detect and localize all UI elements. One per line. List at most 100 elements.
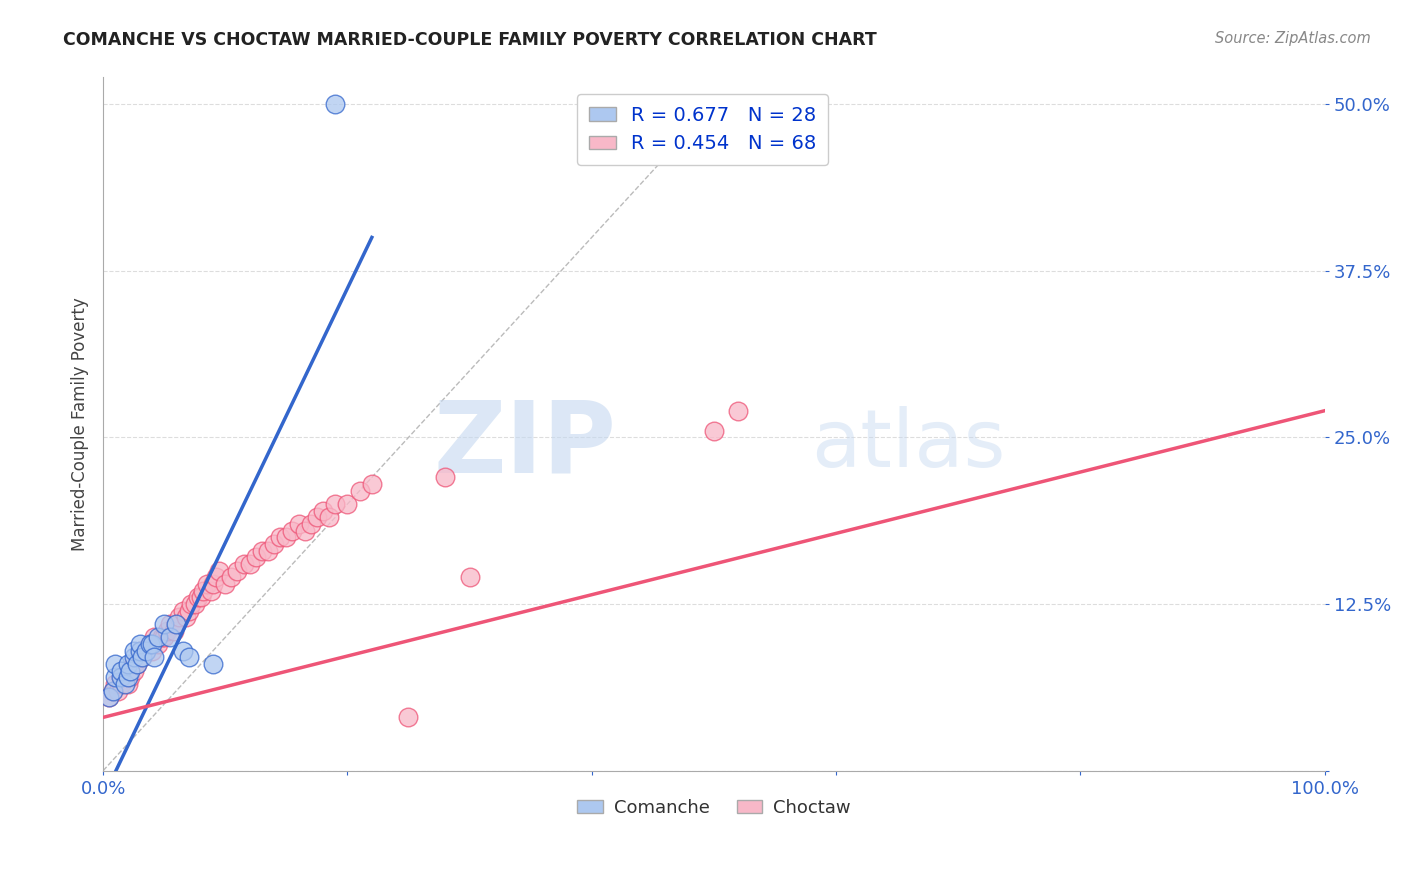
Point — [122, 664, 145, 678]
Point — [360, 477, 382, 491]
Point — [180, 597, 202, 611]
Point — [177, 650, 200, 665]
Point — [208, 564, 231, 578]
Point — [135, 643, 157, 657]
Point — [174, 610, 197, 624]
Point — [336, 497, 359, 511]
Point — [323, 497, 346, 511]
Point — [101, 683, 124, 698]
Point — [269, 530, 291, 544]
Point — [159, 631, 181, 645]
Point — [245, 550, 267, 565]
Point — [204, 570, 226, 584]
Point — [117, 677, 139, 691]
Point — [110, 670, 132, 684]
Point — [202, 657, 225, 671]
Point — [127, 657, 149, 671]
Point — [318, 510, 340, 524]
Point — [127, 657, 149, 671]
Point — [221, 570, 243, 584]
Point — [193, 583, 215, 598]
Point — [122, 650, 145, 665]
Point — [143, 631, 166, 645]
Point — [281, 524, 304, 538]
Point — [117, 664, 139, 678]
Point — [184, 597, 207, 611]
Point — [98, 690, 121, 705]
Point — [150, 631, 173, 645]
Point — [165, 617, 187, 632]
Text: ZIP: ZIP — [433, 396, 616, 493]
Point — [172, 604, 194, 618]
Point — [141, 643, 163, 657]
Point — [172, 643, 194, 657]
Point — [263, 537, 285, 551]
Point — [434, 470, 457, 484]
Point — [117, 657, 139, 671]
Text: atlas: atlas — [811, 406, 1005, 483]
Y-axis label: Married-Couple Family Poverty: Married-Couple Family Poverty — [72, 297, 89, 551]
Point — [153, 631, 176, 645]
Point — [165, 617, 187, 632]
Point — [398, 710, 420, 724]
Point — [98, 690, 121, 705]
Point — [114, 670, 136, 684]
Point — [128, 650, 150, 665]
Point — [299, 517, 322, 532]
Point — [138, 637, 160, 651]
Point — [349, 483, 371, 498]
Point — [110, 670, 132, 684]
Point — [110, 677, 132, 691]
Point — [131, 650, 153, 665]
Point — [727, 403, 749, 417]
Point — [305, 510, 328, 524]
Text: COMANCHE VS CHOCTAW MARRIED-COUPLE FAMILY POVERTY CORRELATION CHART: COMANCHE VS CHOCTAW MARRIED-COUPLE FAMIL… — [63, 31, 877, 49]
Point — [202, 577, 225, 591]
Point — [118, 670, 141, 684]
Point — [118, 664, 141, 678]
Point — [195, 577, 218, 591]
Point — [187, 591, 209, 605]
Point — [146, 637, 169, 651]
Point — [250, 543, 273, 558]
Legend: Comanche, Choctaw: Comanche, Choctaw — [571, 791, 858, 824]
Point — [163, 624, 186, 638]
Point — [143, 650, 166, 665]
Point — [107, 683, 129, 698]
Point — [104, 657, 127, 671]
Point — [128, 643, 150, 657]
Point — [141, 637, 163, 651]
Point — [156, 624, 179, 638]
Point — [101, 683, 124, 698]
Point — [131, 650, 153, 665]
Point — [190, 591, 212, 605]
Point — [110, 664, 132, 678]
Point — [257, 543, 280, 558]
Point — [167, 610, 190, 624]
Point — [703, 424, 725, 438]
Point — [458, 570, 481, 584]
Point — [138, 637, 160, 651]
Point — [226, 564, 249, 578]
Point — [104, 677, 127, 691]
Point — [146, 631, 169, 645]
Point — [117, 670, 139, 684]
Point — [114, 677, 136, 691]
Point — [159, 617, 181, 632]
Point — [177, 604, 200, 618]
Point — [287, 517, 309, 532]
Text: Source: ZipAtlas.com: Source: ZipAtlas.com — [1215, 31, 1371, 46]
Point — [276, 530, 298, 544]
Point — [323, 97, 346, 112]
Point — [135, 643, 157, 657]
Point — [239, 557, 262, 571]
Point — [200, 583, 222, 598]
Point — [122, 657, 145, 671]
Point — [214, 577, 236, 591]
Point — [153, 617, 176, 632]
Point — [128, 637, 150, 651]
Point — [122, 643, 145, 657]
Point — [104, 670, 127, 684]
Point — [294, 524, 316, 538]
Point — [312, 504, 335, 518]
